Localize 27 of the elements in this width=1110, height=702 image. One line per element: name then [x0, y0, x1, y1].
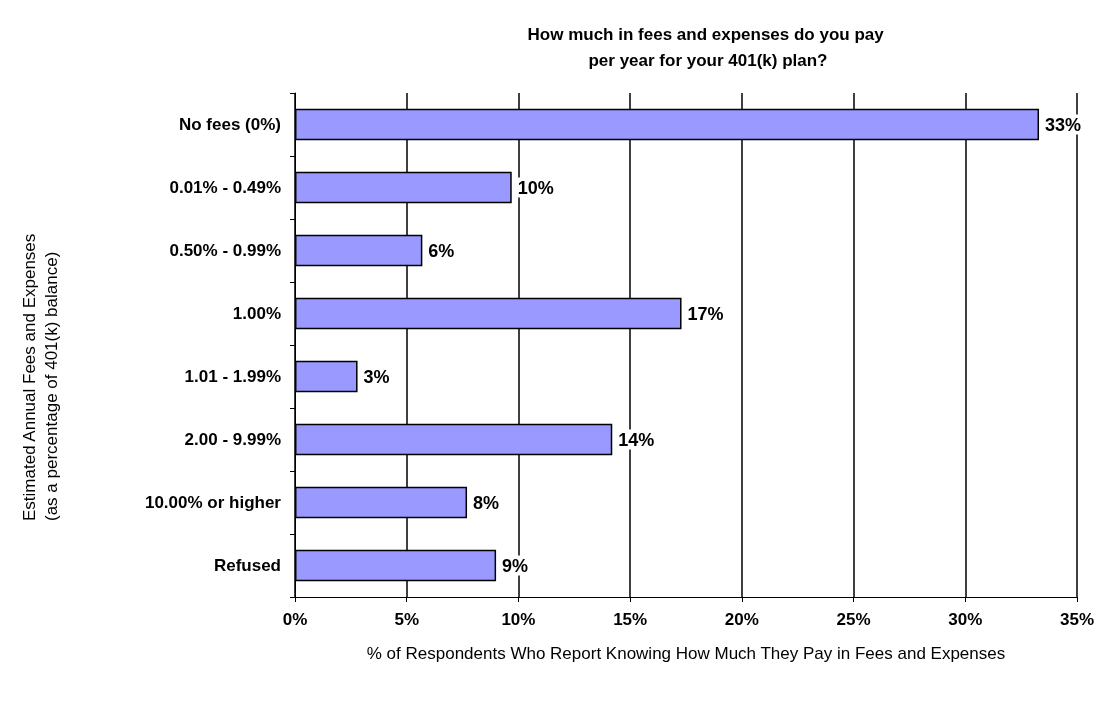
y-axis-title: Estimated Annual Fees and Expenses (as a percentage of 401(k) balance): [19, 228, 61, 521]
data-label: 14%: [618, 429, 655, 450]
data-label: 10%: [517, 177, 554, 198]
y-tick-label: 0.50% - 0.99%: [169, 241, 281, 260]
y-tick-label: 1.00%: [232, 304, 281, 323]
x-tick-label: 25%: [836, 610, 871, 629]
x-axis-title: % of Respondents Who Report Knowing How Much They Pay in Fees and Expenses: [366, 644, 1006, 663]
x-tick-label: 30%: [948, 610, 983, 629]
chart-title: How much in fees and expenses do you pay per year for your 401(k) plan?: [527, 24, 889, 70]
x-tick-label: 0%: [282, 610, 308, 629]
y-tick-label: 2.00 - 9.99%: [184, 430, 281, 449]
y-tick-label: Refused: [213, 556, 281, 575]
data-label: 33%: [1045, 114, 1082, 135]
x-tick-label: 5%: [394, 610, 419, 629]
x-tick-label: 15%: [613, 610, 648, 629]
y-tick-label: 1.01 - 1.99%: [184, 367, 281, 386]
data-label: 17%: [687, 303, 724, 324]
data-label: 6%: [428, 240, 455, 261]
y-tick-label: 0.01% - 0.49%: [169, 178, 281, 197]
data-label: 9%: [502, 555, 529, 576]
data-label: 8%: [473, 492, 500, 513]
y-tick-label: No fees (0%): [178, 115, 281, 134]
data-label: 3%: [363, 366, 390, 387]
x-tick-label: 10%: [501, 610, 536, 629]
y-tick-label: 10.00% or higher: [144, 493, 282, 512]
x-tick-label: 20%: [724, 610, 759, 629]
x-tick-label: 35%: [1059, 610, 1095, 629]
